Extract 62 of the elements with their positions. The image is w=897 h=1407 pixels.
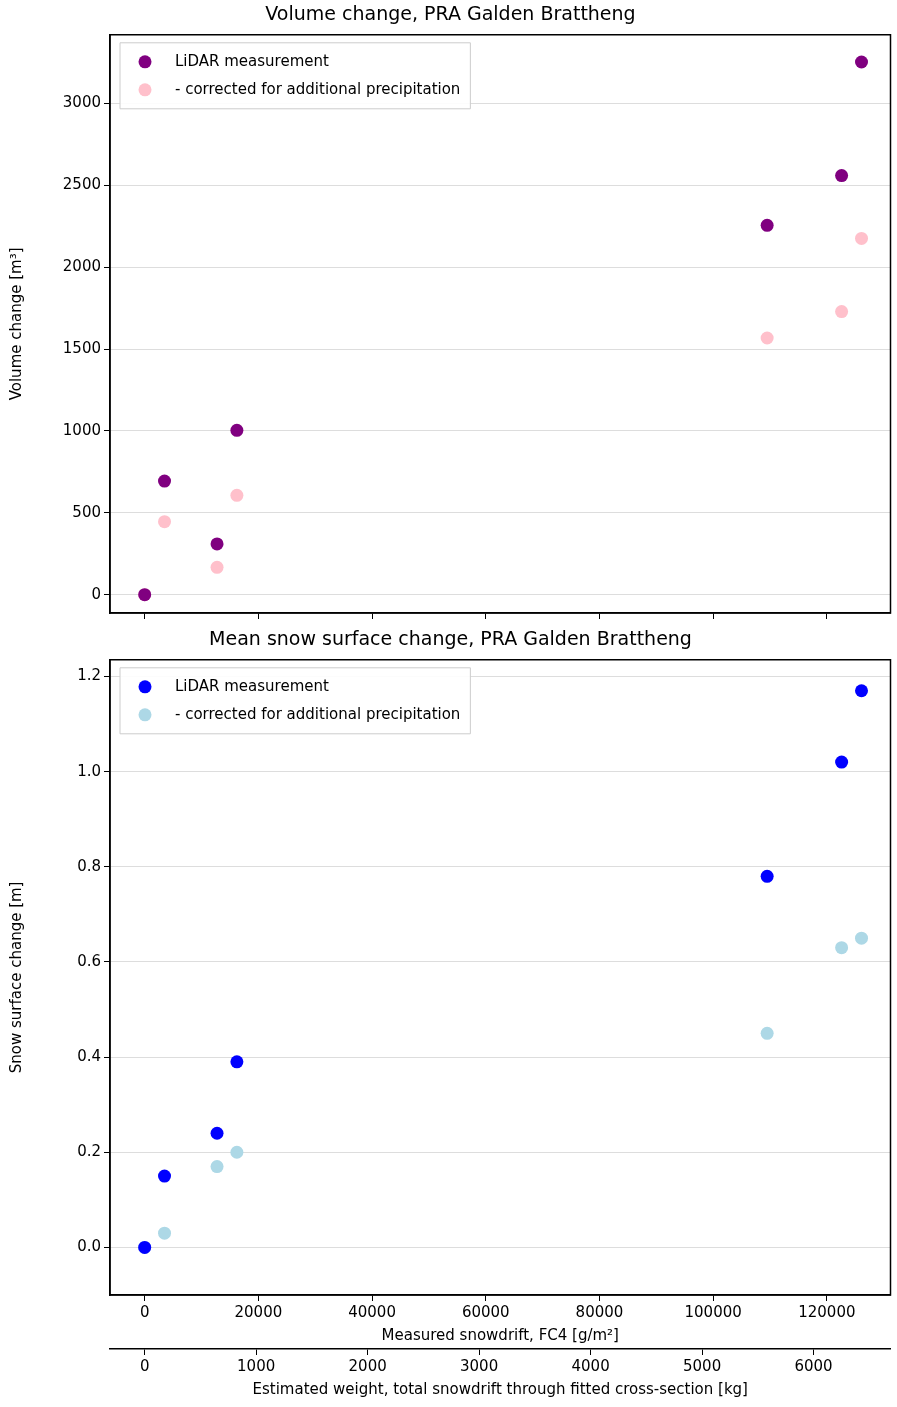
y-tick-label: 3000: [62, 93, 101, 112]
point: [158, 1169, 172, 1183]
point: [760, 1026, 774, 1040]
chart-title: Mean snow surface change, PRA Galden Brattheng: [209, 627, 692, 650]
x2-tick-label: 6000: [794, 1356, 833, 1375]
x-tick-label: 60000: [461, 1302, 510, 1321]
point: [158, 515, 172, 529]
x-tick-label: 100000: [684, 1302, 742, 1321]
y-tick-label: 1.0: [77, 761, 101, 780]
y-tick-label: 0.0: [77, 1237, 101, 1256]
legend-label: LiDAR measurement: [175, 676, 330, 695]
chart-title: Volume change, PRA Galden Brattheng: [265, 2, 636, 25]
point: [855, 931, 869, 945]
point: [210, 537, 224, 551]
x-tick-label: 40000: [348, 1302, 396, 1321]
point: [835, 941, 849, 955]
y-tick-label: 2000: [62, 257, 101, 276]
x-axis-title: Measured snowdrift, FC4 [g/m²]: [381, 1325, 619, 1344]
y-tick-label: 1500: [62, 339, 101, 357]
point: [855, 231, 869, 245]
x2-tick-label: 5000: [683, 1356, 722, 1375]
x2-axis-title: Estimated weight, total snowdrift through fitted cross-section [kg]: [252, 1379, 748, 1398]
legend-label: - corrected for additional precipitation: [175, 704, 461, 723]
point: [230, 1055, 244, 1069]
point: [210, 560, 224, 574]
y-tick-label: 0.2: [77, 1142, 101, 1161]
point: [835, 169, 849, 183]
legend-label: - corrected for additional precipitation: [175, 79, 461, 98]
y-tick-label: 0.4: [77, 1046, 101, 1065]
point: [835, 755, 849, 769]
point: [230, 1145, 244, 1159]
y-tick-label: 500: [72, 502, 101, 521]
x-tick-label: 0: [139, 1302, 150, 1321]
y-tick-label: 0: [91, 584, 101, 603]
point: [855, 684, 869, 698]
point: [230, 423, 244, 437]
x-tick-label: 20000: [234, 1302, 283, 1321]
y-tick-label: 0.8: [77, 856, 101, 875]
x-tick-label: 80000: [575, 1302, 624, 1321]
x2-tick-label: 3000: [460, 1356, 499, 1375]
x2-tick-label: 4000: [571, 1356, 610, 1375]
y-axis-title: Snow surface change [m]: [6, 881, 25, 1074]
y-tick-label: 0.6: [77, 951, 101, 970]
legend-label: LiDAR measurement: [175, 51, 330, 70]
point: [760, 218, 774, 232]
point: [158, 474, 172, 488]
point: [158, 1226, 172, 1240]
point: [835, 305, 849, 319]
y-tick-label: 2500: [62, 175, 101, 194]
point: [230, 488, 244, 502]
point: [760, 331, 774, 345]
point: [210, 1126, 224, 1140]
y-tick-label: 1.2: [77, 666, 101, 685]
y-tick-label: 1000: [62, 420, 101, 439]
point: [210, 1160, 224, 1174]
x-tick-label: 120000: [798, 1302, 856, 1321]
x2-tick-label: 0: [139, 1356, 150, 1375]
point: [760, 869, 774, 883]
x2-tick-label: 1000: [237, 1356, 276, 1375]
point: [855, 55, 869, 69]
y-axis-title: Volume change [m³]: [6, 247, 25, 401]
x2-tick-label: 2000: [348, 1356, 387, 1375]
